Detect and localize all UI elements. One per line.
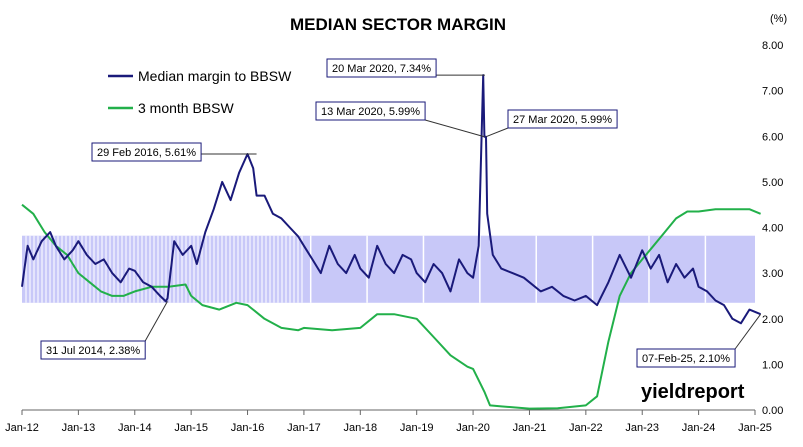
shaded-band	[22, 235, 763, 303]
band-fill	[22, 235, 755, 303]
annotation-box	[636, 348, 736, 368]
annotation-label: 31 Jul 2014, 2.38%	[46, 345, 140, 357]
yieldreport-logo: yieldreport	[641, 381, 745, 403]
x-tick-label: Jan-14	[118, 422, 152, 434]
x-tick-label: Jan-22	[569, 422, 603, 434]
y-tick-label: 8.00	[762, 40, 783, 52]
y-tick-label: 0.00	[762, 405, 783, 417]
legend: Median margin to BBSW 3 month BBSW	[108, 68, 292, 116]
svg-text:yieldreport: yieldreport	[641, 381, 745, 403]
y-axis-ticks: 0.00 1.00 2.00 3.00 4.00 5.00 6.00 7.00 8.00	[762, 40, 783, 417]
annotation-box	[507, 109, 618, 129]
series-line	[21, 74, 761, 325]
x-tick-label: Jan-12	[5, 422, 39, 434]
y-tick-label: 3.00	[762, 268, 783, 280]
annotation-label: 29 Feb 2016, 5.61%	[97, 147, 196, 159]
y-tick-label: 4.00	[762, 223, 783, 235]
annotation-box	[315, 101, 426, 121]
legend-label-bbsw: 3 month BBSW	[138, 100, 234, 116]
x-tick-label: Jan-19	[400, 422, 434, 434]
x-tick-label: Jan-18	[343, 422, 377, 434]
annotation-label: 07-Feb-25, 2.10%	[642, 353, 730, 365]
series-lines	[21, 74, 761, 410]
y-tick-label: 6.00	[762, 131, 783, 143]
annotations: 29 Feb 2016, 5.61% 20 Mar 2020, 7.34% 13 M…	[40, 58, 762, 368]
x-tick-label: Jan-25	[738, 422, 772, 434]
legend-label-median: Median margin to BBSW	[138, 68, 292, 84]
annotation-box	[91, 142, 202, 162]
annotation-leader	[734, 313, 762, 350]
x-tick-label: Jan-24	[682, 422, 716, 434]
x-tick-label: Jan-17	[287, 422, 321, 434]
y-unit-label: (%)	[770, 13, 787, 25]
y-tick-label: 7.00	[762, 86, 783, 98]
annotation-box	[40, 340, 146, 360]
series-line	[21, 203, 761, 410]
y-tick-label: 2.00	[762, 314, 783, 326]
chart-title: MEDIAN SECTOR MARGIN	[290, 15, 506, 34]
y-tick-label: 5.00	[762, 177, 783, 189]
annotation-box	[326, 58, 437, 78]
annotation-label: 20 Mar 2020, 7.34%	[332, 63, 431, 75]
x-tick-label: Jan-13	[62, 422, 96, 434]
annotation-leader	[144, 301, 168, 342]
annotation-leader	[485, 127, 509, 138]
x-axis-ticks: Jan-12 Jan-13 Jan-14 Jan-15 Jan-16 Jan-17 Jan-…	[5, 410, 772, 434]
x-tick-label: Jan-15	[174, 422, 208, 434]
annotation-label: 13 Mar 2020, 5.99%	[321, 106, 420, 118]
x-tick-label: Jan-16	[231, 422, 265, 434]
y-tick-label: 1.00	[762, 359, 783, 371]
x-tick-label: Jan-21	[513, 422, 547, 434]
x-tick-label: Jan-23	[625, 422, 659, 434]
x-tick-label: Jan-20	[456, 422, 490, 434]
annotation-leader	[424, 119, 485, 138]
annotation-label: 27 Mar 2020, 5.99%	[513, 114, 612, 126]
